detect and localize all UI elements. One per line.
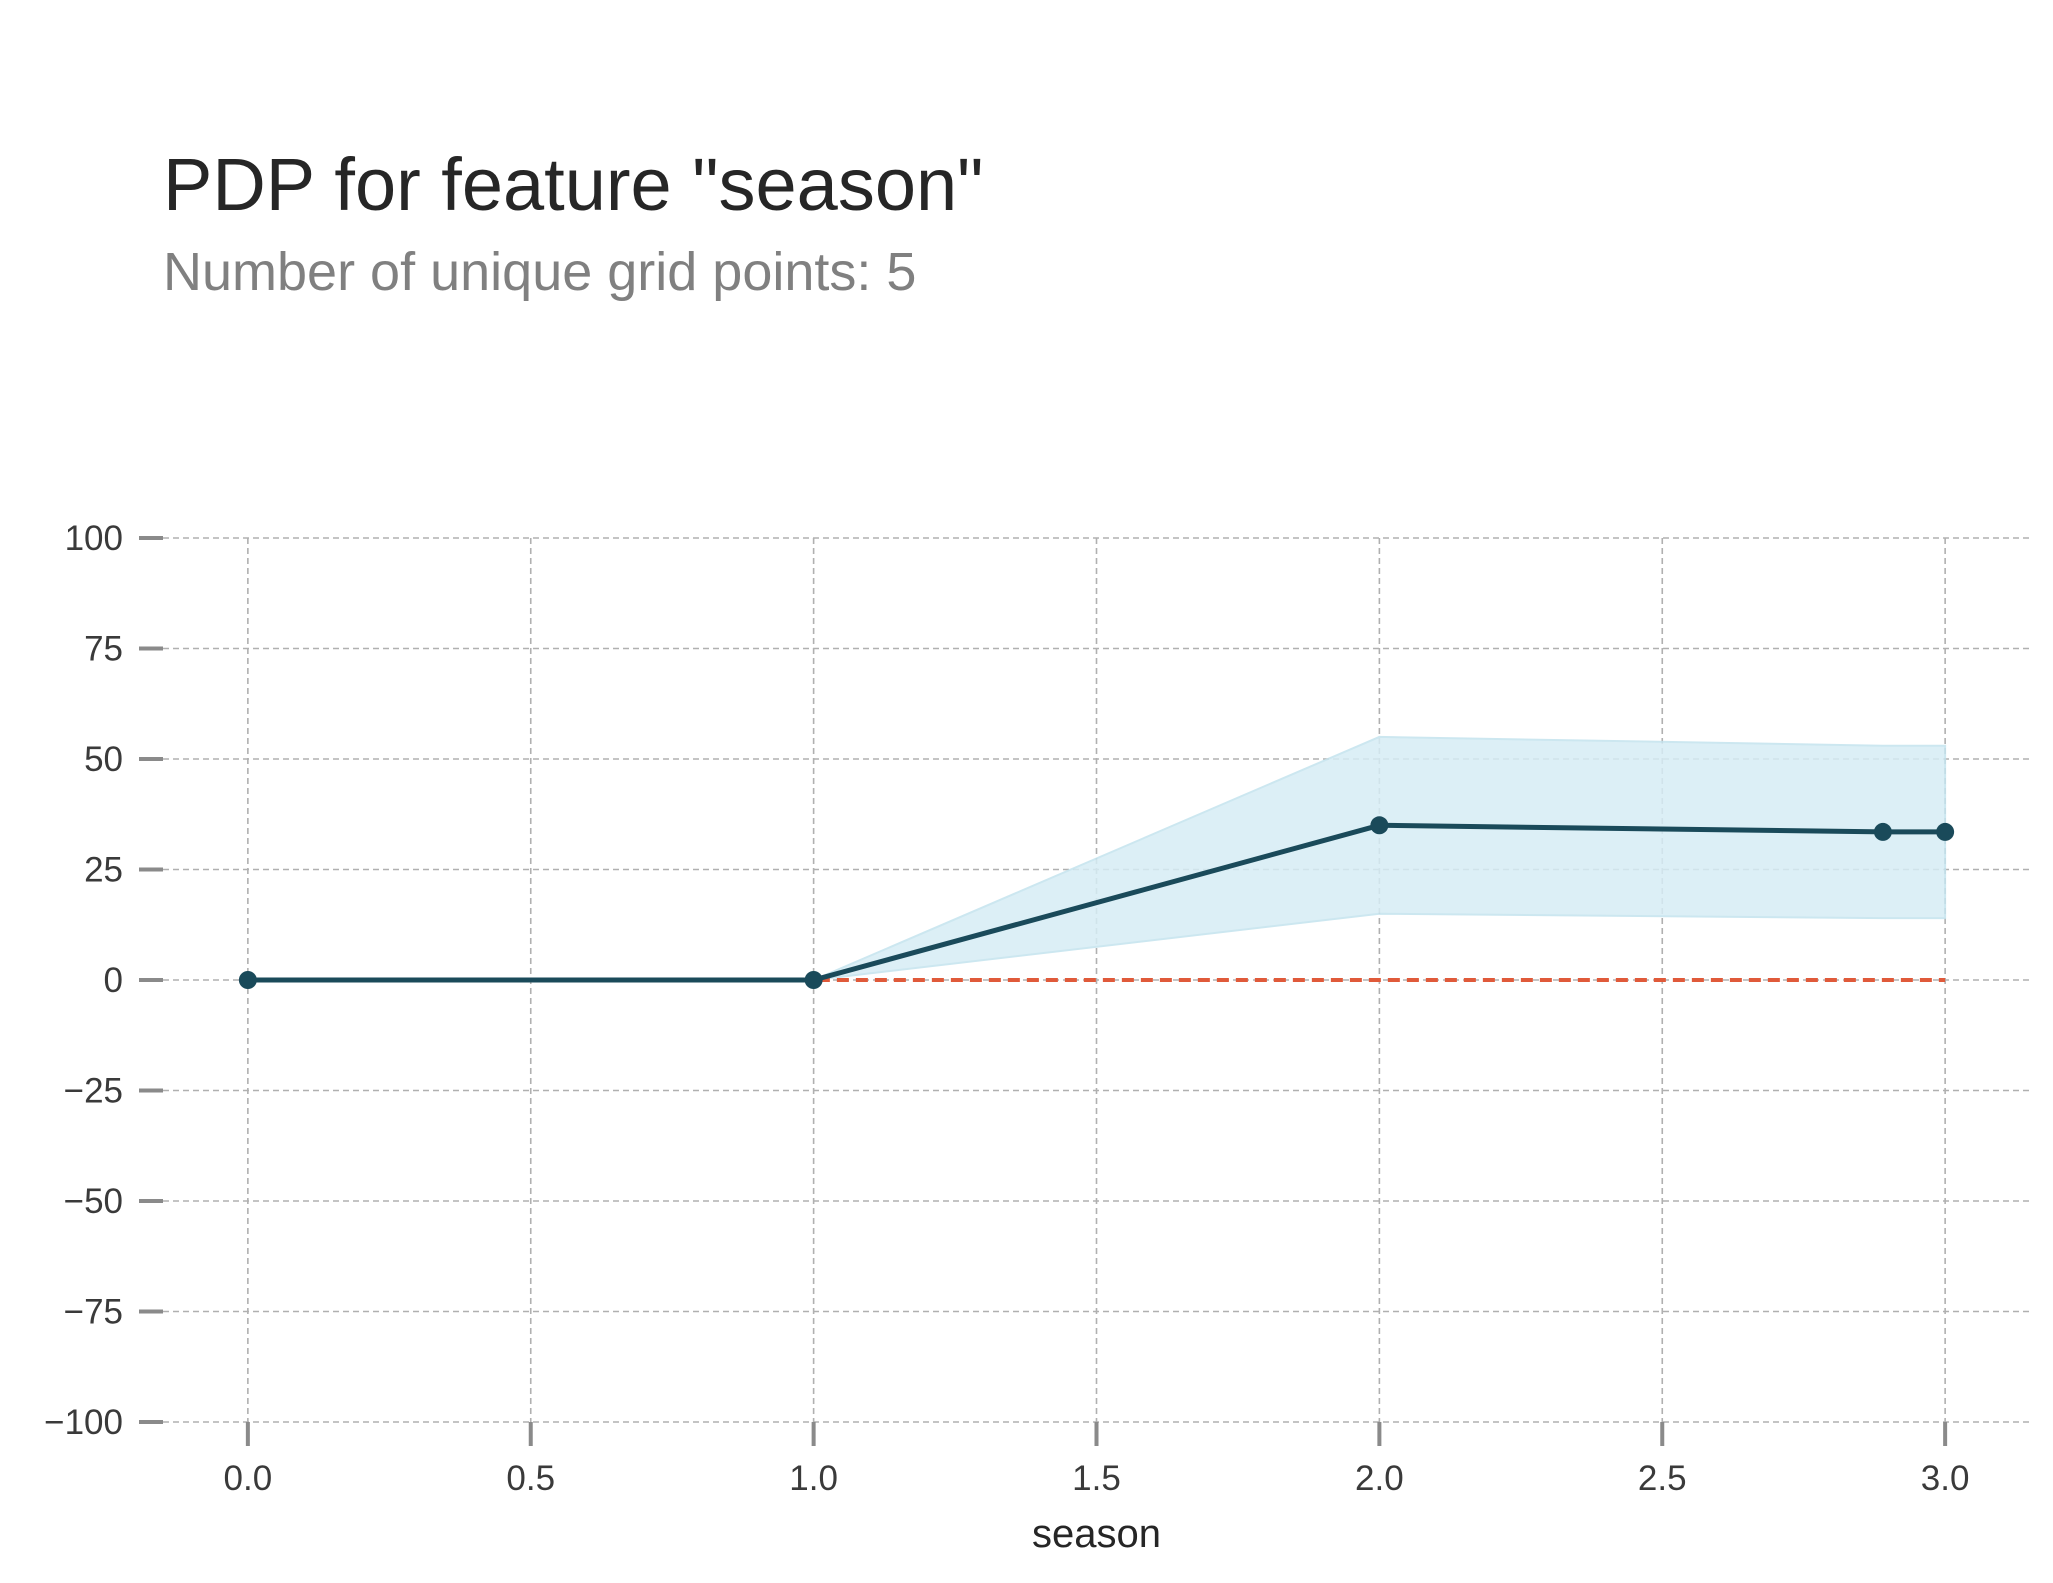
x-axis-label: season — [1032, 1512, 1161, 1556]
x-tick-label: 1.0 — [789, 1459, 838, 1498]
y-tick-label: 75 — [84, 630, 123, 669]
x-tick-label: 1.5 — [1072, 1459, 1121, 1498]
pdp-point — [804, 971, 823, 989]
y-tick-label: 50 — [84, 740, 123, 779]
x-tick-label: 3.0 — [1921, 1459, 1970, 1498]
chart-subtitle: Number of unique grid points: 5 — [163, 242, 917, 302]
y-tick-label: −25 — [64, 1072, 123, 1111]
pdp-point — [1370, 816, 1389, 835]
axes: 100 75 50 25 0 −25 −50 −75 −100 0.0 0.5 1.0 1.5 2.0 2.… — [44, 519, 1969, 1556]
y-tick-label: 0 — [104, 961, 123, 1000]
pdp-point — [1936, 822, 1955, 841]
pdp-point — [238, 971, 257, 989]
x-tick-label: 0.0 — [224, 1459, 273, 1498]
y-tick-label: −75 — [64, 1293, 123, 1332]
y-tick-label: −100 — [44, 1403, 123, 1442]
chart-title: PDP for feature "season" — [163, 143, 984, 226]
x-tick-label: 2.5 — [1638, 1459, 1687, 1498]
y-tick-label: −50 — [64, 1182, 123, 1221]
x-tick-label: 0.5 — [506, 1459, 555, 1498]
pdp-point — [1873, 822, 1892, 841]
y-tick-label: 25 — [84, 851, 123, 890]
x-tick-label: 2.0 — [1355, 1459, 1404, 1498]
pdp-points — [238, 816, 1955, 989]
y-tick-label: 100 — [65, 519, 123, 558]
